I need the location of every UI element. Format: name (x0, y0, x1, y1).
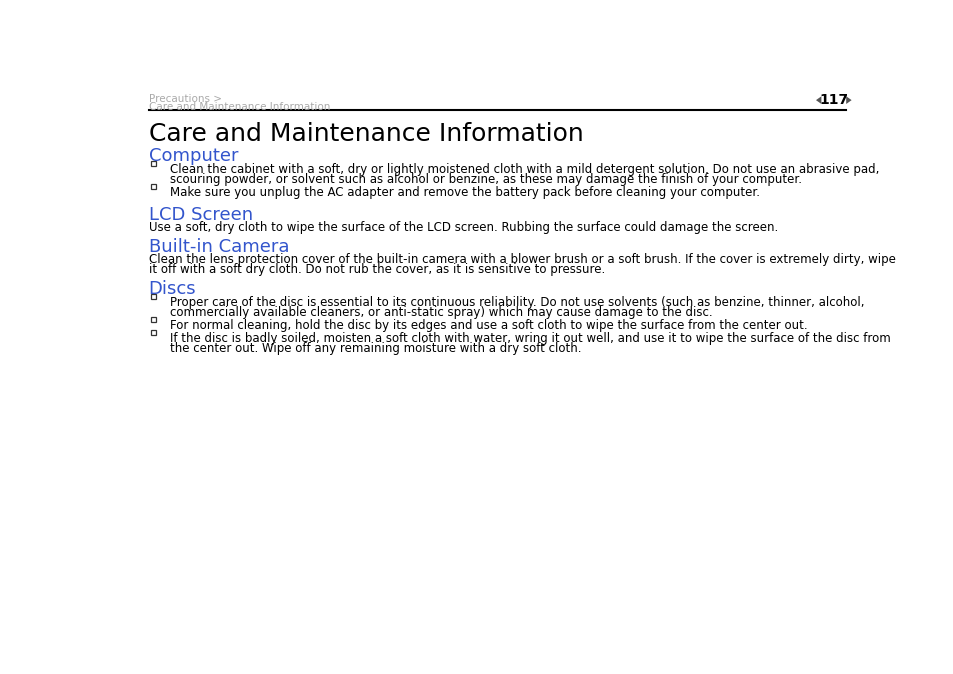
Text: Proper care of the disc is essential to its continuous reliability. Do not use s: Proper care of the disc is essential to … (170, 296, 863, 309)
Bar (151, 330, 155, 335)
Text: commercially available cleaners, or anti-static spray) which may cause damage to: commercially available cleaners, or anti… (170, 306, 712, 319)
Text: Use a soft, dry cloth to wipe the surface of the LCD screen. Rubbing the surface: Use a soft, dry cloth to wipe the surfac… (149, 221, 777, 234)
Text: LCD Screen: LCD Screen (149, 206, 253, 224)
Polygon shape (845, 96, 851, 104)
Text: Discs: Discs (149, 280, 196, 299)
Text: If the disc is badly soiled, moisten a soft cloth with water, wring it out well,: If the disc is badly soiled, moisten a s… (170, 332, 889, 345)
Text: Clean the cabinet with a soft, dry or lightly moistened cloth with a mild deterg: Clean the cabinet with a soft, dry or li… (170, 162, 878, 175)
Text: 117: 117 (819, 93, 847, 107)
Text: Clean the lens protection cover of the built-in camera with a blower brush or a : Clean the lens protection cover of the b… (149, 253, 895, 266)
Text: scouring powder, or solvent such as alcohol or benzine, as these may damage the : scouring powder, or solvent such as alco… (170, 173, 801, 185)
Text: Make sure you unplug the AC adapter and remove the battery pack before cleaning : Make sure you unplug the AC adapter and … (170, 185, 759, 199)
Text: Care and Maintenance Information: Care and Maintenance Information (149, 102, 330, 112)
Text: Care and Maintenance Information: Care and Maintenance Information (149, 123, 583, 146)
Bar (151, 184, 155, 189)
Text: Computer: Computer (149, 147, 238, 165)
Text: For normal cleaning, hold the disc by its edges and use a soft cloth to wipe the: For normal cleaning, hold the disc by it… (170, 319, 806, 332)
Bar (151, 294, 155, 299)
Text: Built-in Camera: Built-in Camera (149, 238, 289, 256)
Bar (151, 161, 155, 166)
Polygon shape (815, 96, 821, 104)
Text: Precautions >: Precautions > (149, 94, 221, 104)
Text: it off with a soft dry cloth. Do not rub the cover, as it is sensitive to pressu: it off with a soft dry cloth. Do not rub… (149, 264, 604, 276)
Text: the center out. Wipe off any remaining moisture with a dry soft cloth.: the center out. Wipe off any remaining m… (170, 342, 580, 355)
Bar (151, 317, 155, 322)
